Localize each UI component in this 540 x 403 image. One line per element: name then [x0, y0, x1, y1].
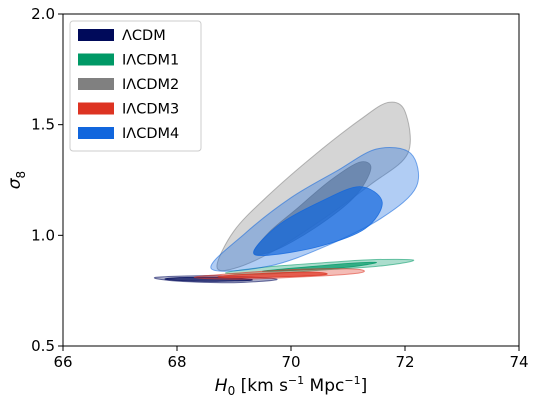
legend-swatch — [78, 78, 114, 90]
y-tick-label: 0.5 — [31, 337, 55, 355]
x-tick-label: 72 — [395, 353, 414, 371]
y-tick-label: 1.0 — [31, 226, 55, 244]
x-axis-ticks: 66 68 70 72 74 — [53, 346, 529, 371]
legend-label: IΛCDM3 — [122, 102, 179, 118]
x-tick-label: 66 — [53, 353, 72, 371]
legend-label: ΛCDM — [122, 28, 166, 44]
legend: ΛCDM IΛCDM1 IΛCDM2 IΛCDM3 IΛCDM4 — [69, 20, 202, 152]
x-tick-label: 70 — [281, 353, 300, 371]
y-tick-label: 1.5 — [31, 116, 55, 134]
legend-swatch — [78, 29, 114, 41]
series-4-inner-contour — [217, 271, 328, 279]
legend-swatch — [78, 102, 114, 115]
legend-swatch — [78, 53, 114, 66]
y-axis-ticks: 0.5 1.0 1.5 2.0 — [31, 5, 63, 355]
y-axis-label: σ8 — [5, 171, 28, 189]
legend-label: IΛCDM2 — [122, 77, 179, 93]
legend-label: IΛCDM4 — [122, 126, 179, 142]
x-axis-label: H0 [km s−1 Mpc−1] — [215, 374, 367, 398]
legend-label: IΛCDM1 — [122, 53, 179, 69]
contour-layer — [153, 101, 419, 284]
series-5-inner-contour — [253, 186, 383, 257]
x-tick-label: 68 — [167, 353, 186, 371]
legend-swatch — [78, 127, 114, 139]
x-tick-label: 74 — [509, 353, 528, 371]
y-tick-label: 2.0 — [31, 5, 55, 23]
